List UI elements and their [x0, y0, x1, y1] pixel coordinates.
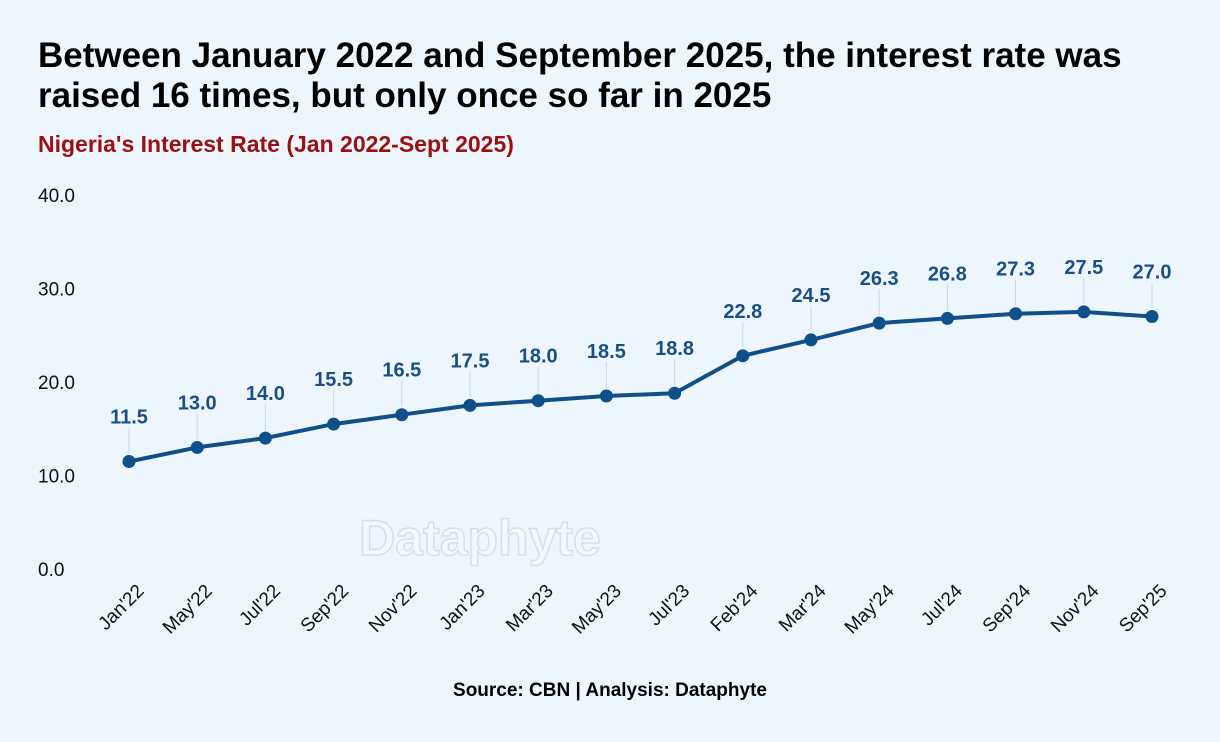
data-labels: 11.5 13.0 14.0 15.5 16.5 17.5 18.0 18.5 18.8 22.8…: [110, 257, 1171, 429]
data-label: 27.3: [996, 259, 1035, 281]
x-tick-label: Nov'22: [365, 581, 421, 637]
x-tick-label: Jul'23: [645, 581, 695, 631]
x-tick-label: Feb'24: [707, 580, 763, 636]
chart-title: Between January 2022 and September 2025,…: [38, 36, 1122, 115]
y-tick-label: 10.0: [38, 467, 75, 488]
data-label: 18.5: [587, 341, 626, 363]
y-tick-label: 30.0: [38, 280, 75, 301]
x-tick-label: Mar'24: [775, 580, 831, 636]
series-line: [127, 309, 1154, 464]
x-tick-label: Sep'22: [297, 581, 353, 637]
data-label: 27.0: [1133, 262, 1172, 284]
data-label: 27.5: [1064, 257, 1103, 279]
watermark: Dataphyte: [359, 510, 601, 566]
data-label: 24.5: [792, 285, 831, 307]
x-tick-label: May'24: [841, 580, 899, 638]
y-axis: 0.0 10.0 20.0 30.0 40.0: [38, 186, 75, 581]
data-point: [736, 349, 750, 363]
data-label: 13.0: [178, 392, 217, 414]
data-point: [940, 311, 954, 325]
data-label: 14.0: [246, 383, 285, 405]
data-point: [258, 431, 272, 445]
data-label: 11.5: [110, 406, 148, 428]
x-tick-label: Jul'22: [235, 581, 285, 631]
data-point: [668, 386, 682, 400]
data-point: [531, 394, 545, 408]
data-label: 15.5: [314, 369, 353, 391]
data-point: [395, 408, 409, 422]
x-axis: Jan'22 May'22 Jul'22 Sep'22 Nov'22 Jan'23 Mar'…: [95, 580, 1172, 638]
data-point: [872, 316, 886, 330]
y-tick-label: 20.0: [38, 373, 75, 394]
data-label: 26.3: [860, 268, 899, 290]
data-label: 16.5: [382, 360, 421, 382]
y-tick-label: 0.0: [38, 560, 64, 581]
data-label: 18.0: [519, 346, 558, 368]
x-tick-label: Nov'24: [1047, 580, 1104, 637]
data-point: [463, 398, 477, 412]
data-label: 26.8: [928, 263, 967, 285]
x-tick-label: Sep'24: [979, 580, 1036, 637]
data-label: 17.5: [451, 350, 490, 372]
data-label: 18.8: [655, 338, 694, 360]
label-stems: [128, 277, 1153, 454]
data-point: [1009, 307, 1023, 321]
data-point: [1145, 310, 1159, 324]
x-tick-label: Jan'23: [436, 581, 490, 635]
data-label: 22.8: [723, 301, 762, 323]
x-tick-label: Sep'25: [1115, 581, 1171, 637]
data-point: [1077, 305, 1091, 319]
x-tick-label: Jan'22: [95, 581, 149, 635]
y-tick-label: 40.0: [38, 186, 75, 207]
data-point: [190, 440, 204, 454]
data-points: [122, 305, 1159, 468]
chart-subtitle: Nigeria's Interest Rate (Jan 2022-Sept 2…: [38, 131, 514, 157]
x-tick-label: Mar'23: [502, 581, 557, 636]
source-note: Source: CBN | Analysis: Dataphyte: [453, 680, 767, 701]
x-tick-label: May'22: [159, 581, 217, 639]
data-point: [327, 417, 341, 431]
data-point: [804, 333, 818, 347]
data-point: [122, 454, 136, 468]
data-point: [599, 389, 613, 403]
x-tick-label: Jul'24: [917, 580, 967, 630]
x-tick-label: May'23: [568, 581, 626, 639]
